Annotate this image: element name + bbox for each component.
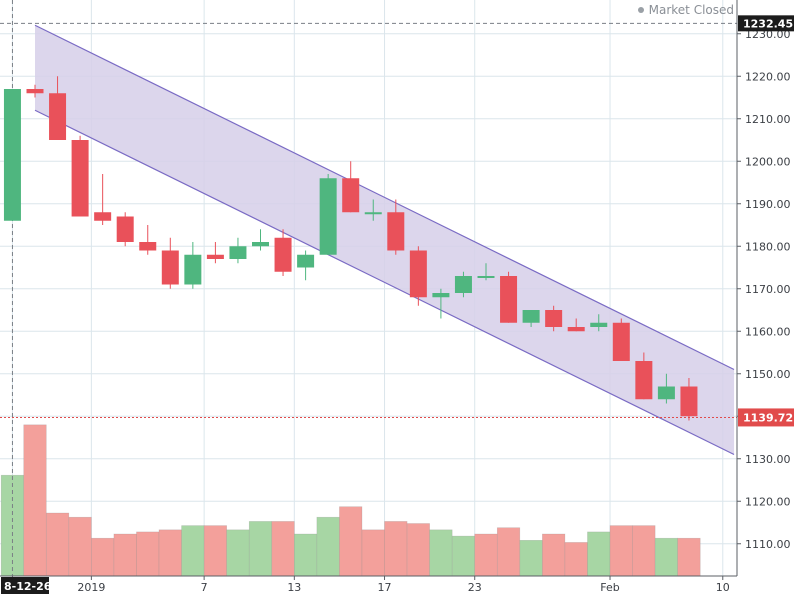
price-tick-label: 1120.00 <box>745 495 791 508</box>
volume-bar <box>226 529 250 577</box>
candle-body <box>522 310 540 323</box>
volume-bar <box>609 525 633 577</box>
candle-body <box>274 237 292 272</box>
channel-lower-line <box>34 109 735 456</box>
volume-bar <box>496 527 521 577</box>
volume-bar <box>136 531 160 577</box>
channel-fill <box>35 25 735 455</box>
candle-body <box>364 212 382 215</box>
market-status-text: Market Closed <box>648 3 734 17</box>
volume-bar <box>316 516 340 577</box>
status-dot-icon <box>637 7 644 13</box>
candles <box>3 76 698 421</box>
volume-bar <box>158 529 182 577</box>
volume-bar <box>564 542 588 577</box>
price-axis-labels: 1110.001120.001130.001140.001150.001160.… <box>737 28 791 551</box>
volume-bar <box>91 537 115 577</box>
volume-bar <box>339 506 363 577</box>
candle-body <box>116 216 134 242</box>
time-cursor-label-box <box>1 577 49 594</box>
volume-bars <box>0 424 701 577</box>
volume-bar <box>203 525 227 577</box>
candle-body <box>139 242 157 251</box>
volume-bar <box>406 523 430 577</box>
time-tick-label: Feb <box>600 581 619 594</box>
volume-bar <box>45 512 70 577</box>
candle-body <box>229 246 247 259</box>
time-tick-label: 7 <box>201 581 208 594</box>
candle-body <box>500 276 518 323</box>
grid-lines <box>0 0 737 576</box>
price-tick-label: 1220.00 <box>745 70 791 83</box>
volume-bar <box>542 533 566 577</box>
candle-body <box>657 386 675 400</box>
volume-bar <box>632 525 656 577</box>
volume-bar <box>113 533 137 577</box>
candle-body <box>297 254 315 268</box>
high-marker-label: 1232.45 <box>743 17 793 30</box>
volume-bar <box>587 531 611 577</box>
volume-bar <box>384 521 408 577</box>
candle-body <box>612 322 630 361</box>
candle-body <box>94 212 112 221</box>
time-cursor-label: 8-12-26 <box>4 580 52 593</box>
price-tick-label: 1190.00 <box>745 198 791 211</box>
volume-bar <box>68 516 92 577</box>
time-tick-label: 17 <box>378 581 392 594</box>
channel-upper-line <box>34 24 735 371</box>
current-price-label-box <box>738 408 794 427</box>
volume-bar <box>361 529 385 577</box>
candle-body <box>432 293 450 298</box>
time-tick-label: 13 <box>287 581 301 594</box>
candle-body <box>409 250 427 298</box>
current-price-label: 1139.72 <box>743 411 793 424</box>
price-tick-label: 1160.00 <box>745 325 791 338</box>
candle-body <box>161 250 179 285</box>
volume-bar <box>294 533 318 577</box>
volume-bar <box>474 533 498 577</box>
price-tick-label: 1110.00 <box>745 538 791 551</box>
candle-body <box>319 178 337 255</box>
candle-body <box>680 386 698 417</box>
candle-body <box>184 254 202 285</box>
volume-bar <box>271 521 295 577</box>
volume-bar <box>23 424 47 577</box>
candle-body <box>342 178 360 213</box>
market-status: Market Closed <box>637 3 734 17</box>
volume-bar <box>654 537 678 577</box>
price-tick-label: 1130.00 <box>745 453 791 466</box>
candle-body <box>635 361 653 400</box>
volume-bar <box>181 525 205 577</box>
candle-body <box>545 310 563 327</box>
candle-body <box>567 327 585 332</box>
candle-body <box>71 140 89 217</box>
candle-body <box>454 276 472 293</box>
price-tick-label: 1180.00 <box>745 240 791 253</box>
candle-body <box>252 242 269 247</box>
candle-body <box>387 212 405 251</box>
volume-bar <box>429 529 453 577</box>
time-axis-labels: 8-12-26 2019 7 13 17 23 Feb 10 <box>1 576 730 594</box>
price-tick-label: 1210.00 <box>745 113 791 126</box>
candle-body <box>3 89 21 221</box>
volume-bar <box>519 539 543 577</box>
volume-bar <box>248 521 273 577</box>
price-tick-label: 1170.00 <box>745 283 791 296</box>
time-tick-label: 10 <box>716 581 730 594</box>
price-tick-label: 1200.00 <box>745 155 791 168</box>
time-tick-label: 2019 <box>77 581 105 594</box>
time-tick-label: 23 <box>468 581 482 594</box>
candle-body <box>590 322 608 327</box>
high-marker-label-box <box>738 15 794 32</box>
price-tick-label: 1150.00 <box>745 368 791 381</box>
candle-body <box>206 254 224 259</box>
volume-bar <box>451 535 476 577</box>
candle-body <box>49 93 67 140</box>
candle-body <box>477 276 495 278</box>
volume-bar <box>677 537 701 577</box>
candle-body <box>26 89 44 94</box>
